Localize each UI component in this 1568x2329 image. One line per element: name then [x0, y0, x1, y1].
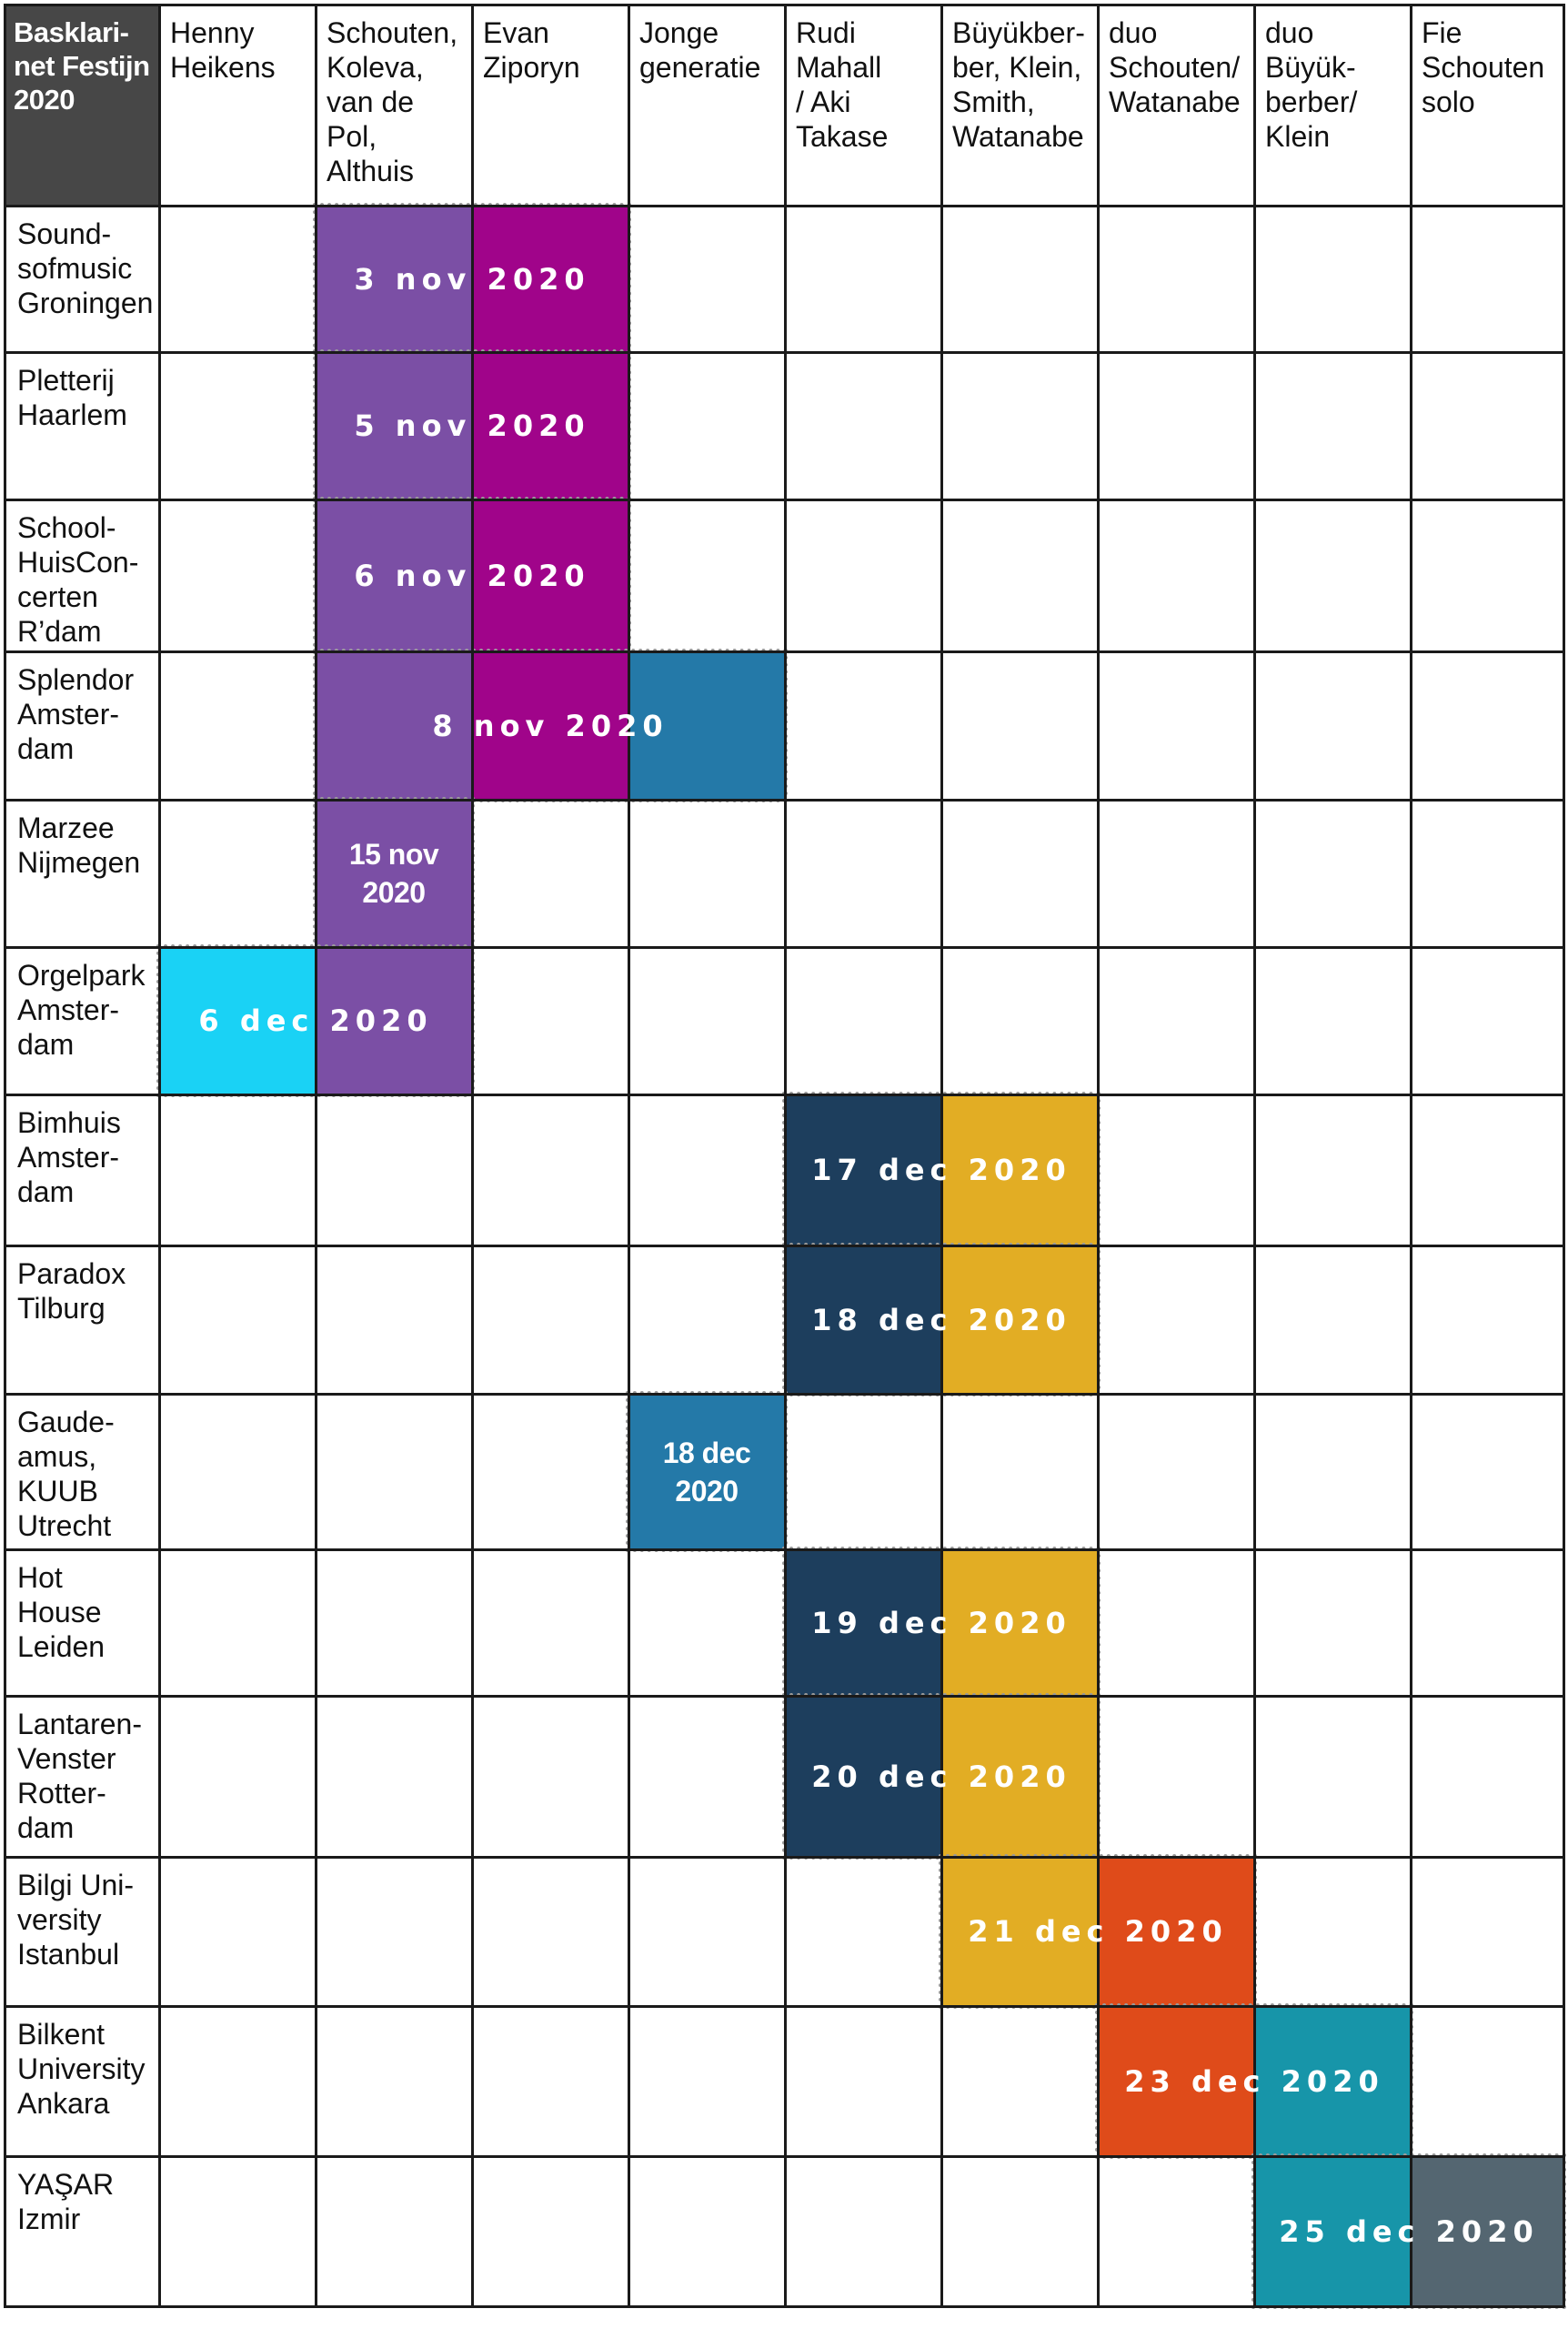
venue-11: Lantaren- Venster Rotter- dam — [17, 1708, 142, 1844]
event-cell-duoBK — [1254, 2006, 1411, 2156]
grid-line-vertical — [1097, 4, 1100, 2307]
event-date-label: 8 nov 2020 — [432, 708, 668, 743]
event-cell-ziporyn — [472, 499, 628, 651]
event-date-label: 21 dec 2020 — [968, 1914, 1228, 1949]
venue-10: Hot House Leiden — [17, 1561, 106, 1663]
grid-line-horizontal — [4, 2005, 1564, 2008]
column-header-7: duo Schouten/ Watanabe — [1109, 16, 1241, 118]
event-date-label: 6 dec 2020 — [198, 1003, 433, 1038]
grid-line-horizontal — [4, 1695, 1564, 1698]
schedule-title: Basklari- net Festijn 2020 — [5, 5, 159, 206]
grid-line-vertical — [158, 4, 161, 2307]
event-cell-jonge — [628, 651, 785, 800]
grid-line-horizontal — [4, 2155, 1564, 2158]
event-cell-schouten — [316, 800, 472, 947]
event-cell-henny — [159, 947, 316, 1094]
event-cell-ziporyn — [472, 352, 628, 499]
grid-line-horizontal — [4, 946, 1564, 949]
venue-5: Marzee Nijmegen — [17, 812, 141, 879]
grid-line-horizontal — [4, 650, 1564, 653]
event-date-label: 5 nov 2020 — [354, 408, 590, 443]
column-header-1: Henny Heikens — [170, 16, 276, 84]
grid-line-horizontal — [4, 205, 1564, 207]
event-cell-buyuk4 — [941, 1094, 1098, 1245]
venue-6: Orgelpark Amster- dam — [17, 959, 146, 1061]
event-cell-schouten — [316, 651, 472, 800]
column-header-2: Schouten, Koleva, van de Pol, Althuis — [327, 16, 458, 187]
event-cell-buyuk4 — [941, 1696, 1098, 1857]
grid-line-horizontal — [4, 1094, 1564, 1096]
grid-line-horizontal — [4, 4, 1564, 6]
event-cell-mahall — [785, 1696, 941, 1857]
event-cell-buyuk4 — [941, 1245, 1098, 1394]
venue-7: Bimhuis Amster- dam — [17, 1106, 121, 1208]
event-cell-schouten — [316, 499, 472, 651]
column-header-5: Rudi Mahall / Aki Takase — [796, 16, 889, 153]
event-cell-schouten — [316, 947, 472, 1094]
venue-9: Gaude- amus, KUUB Utrecht — [17, 1406, 115, 1542]
column-header-6: Büyükber- ber, Klein, Smith, Watanabe — [952, 16, 1085, 153]
event-cell-mahall — [785, 1245, 941, 1394]
grid-line-horizontal — [4, 2305, 1564, 2308]
venue-13: Bilkent University Ankara — [17, 2018, 146, 2120]
event-cell-buyuk4 — [941, 1549, 1098, 1696]
grid-line-vertical — [1563, 4, 1565, 2307]
grid-line-horizontal — [4, 1856, 1564, 1859]
grid-line-horizontal — [4, 799, 1564, 802]
event-cell-mahall — [785, 1549, 941, 1696]
venue-12: Bilgi Uni- versity Istanbul — [17, 1869, 135, 1971]
event-cell-fie — [1411, 2156, 1563, 2306]
grid-line-horizontal — [4, 1245, 1564, 1247]
grid-line-vertical — [471, 4, 474, 2307]
event-cell-duoSW — [1098, 1857, 1254, 2006]
column-header-9: Fie Schouten solo — [1422, 16, 1545, 118]
event-date-label: 3 nov 2020 — [354, 261, 590, 297]
column-header-8: duo Büyük- berber/ Klein — [1265, 16, 1358, 153]
event-date-label: 15 nov 2020 — [348, 838, 439, 909]
grid-line-horizontal — [4, 351, 1564, 354]
grid-line-vertical — [628, 4, 630, 2307]
event-date-label: 25 dec 2020 — [1279, 2213, 1539, 2249]
grid-line-vertical — [1253, 4, 1256, 2307]
event-cell-jonge — [628, 1394, 785, 1549]
column-header-4: Jonge generatie — [639, 16, 761, 84]
grid-line-horizontal — [4, 1548, 1564, 1551]
event-date-label: 6 nov 2020 — [354, 558, 590, 593]
grid-line-vertical — [4, 4, 6, 2307]
event-date-label: 19 dec 2020 — [811, 1605, 1071, 1640]
venue-2: Pletterij Haarlem — [17, 364, 127, 431]
event-cell-mahall — [785, 1094, 941, 1245]
event-date-label: 18 dec 2020 — [662, 1436, 751, 1507]
venue-1: Sound- sofmusic Groningen — [17, 217, 154, 319]
event-cell-schouten — [316, 206, 472, 352]
grid-line-horizontal — [4, 499, 1564, 501]
grid-line-horizontal — [4, 1393, 1564, 1396]
event-cell-duoBK — [1254, 2156, 1411, 2306]
event-date-label: 20 dec 2020 — [811, 1759, 1071, 1794]
grid-line-vertical — [784, 4, 787, 2307]
grid-line-vertical — [940, 4, 943, 2307]
event-date-label: 17 dec 2020 — [811, 1153, 1071, 1187]
event-cell-ziporyn — [472, 651, 628, 800]
column-header-3: Evan Ziporyn — [483, 16, 580, 84]
grid-line-vertical — [1410, 4, 1412, 2307]
venue-4: Splendor Amster- dam — [17, 663, 135, 765]
venue-3: School- HuisCon- certen R’dam — [17, 511, 139, 648]
event-cell-schouten — [316, 352, 472, 499]
venue-14: YAŞAR Izmir — [17, 2168, 115, 2235]
event-cell-ziporyn — [472, 206, 628, 352]
event-date-label: 18 dec 2020 — [811, 1302, 1071, 1337]
event-date-label: 23 dec 2020 — [1124, 2063, 1384, 2099]
event-cell-duoSW — [1098, 2006, 1254, 2156]
venue-8: Paradox Tilburg — [17, 1257, 126, 1325]
grid-line-vertical — [315, 4, 317, 2307]
event-cell-buyuk4 — [941, 1857, 1098, 2006]
